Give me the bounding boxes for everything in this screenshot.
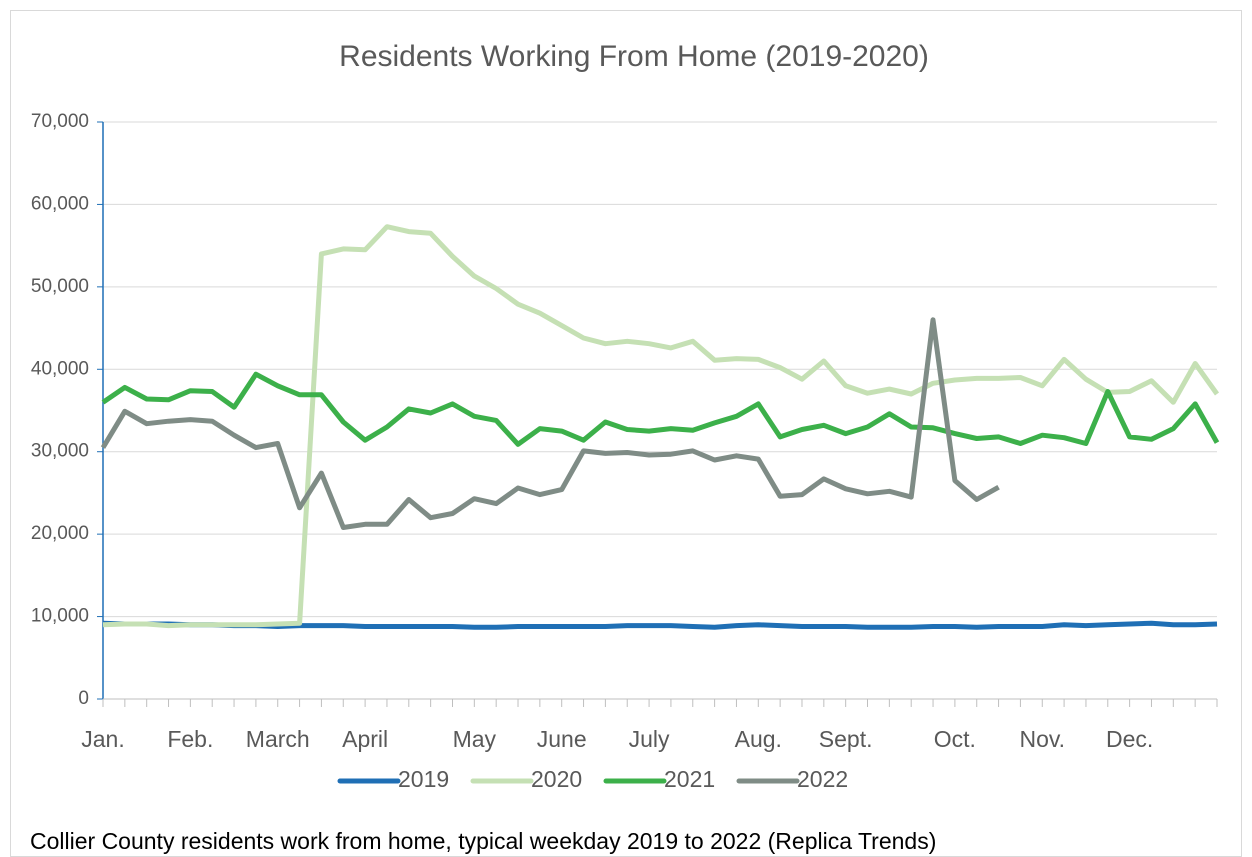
x-tick-label: June	[537, 726, 587, 752]
legend-label: 2019	[398, 766, 449, 792]
y-tick-label: 40,000	[31, 358, 89, 379]
y-tick-label: 70,000	[31, 111, 89, 132]
x-tick-label: Jan.	[81, 726, 124, 752]
y-tick-label: 50,000	[31, 276, 89, 297]
y-tick-label: 10,000	[31, 606, 89, 627]
chart-frame	[10, 10, 1242, 857]
x-tick-label: May	[453, 726, 497, 752]
x-tick-label: March	[246, 726, 310, 752]
x-tick-label: July	[629, 726, 670, 752]
x-tick-label: Sept.	[819, 726, 873, 752]
y-tick-label: 30,000	[31, 441, 89, 462]
x-tick-label: April	[342, 726, 388, 752]
x-tick-label: Dec.	[1106, 726, 1153, 752]
x-tick-label: Oct.	[934, 726, 976, 752]
line-series	[100, 317, 1000, 530]
y-tick-label: 60,000	[31, 193, 89, 214]
x-tick-label: Feb.	[167, 726, 213, 752]
caption: Collier County residents work from home,…	[30, 828, 936, 854]
chart-title: Residents Working From Home (2019-2020)	[339, 40, 929, 73]
y-tick-label: 0	[78, 688, 89, 709]
line-series	[102, 224, 1220, 629]
x-tick-label: Aug.	[735, 726, 782, 752]
x-tick-label: Nov.	[1019, 726, 1065, 752]
line-series	[101, 371, 1220, 447]
legend-label: 2022	[797, 766, 848, 792]
y-tick-label: 20,000	[31, 523, 89, 544]
legend-label: 2020	[531, 766, 582, 792]
legend-label: 2021	[664, 766, 715, 792]
